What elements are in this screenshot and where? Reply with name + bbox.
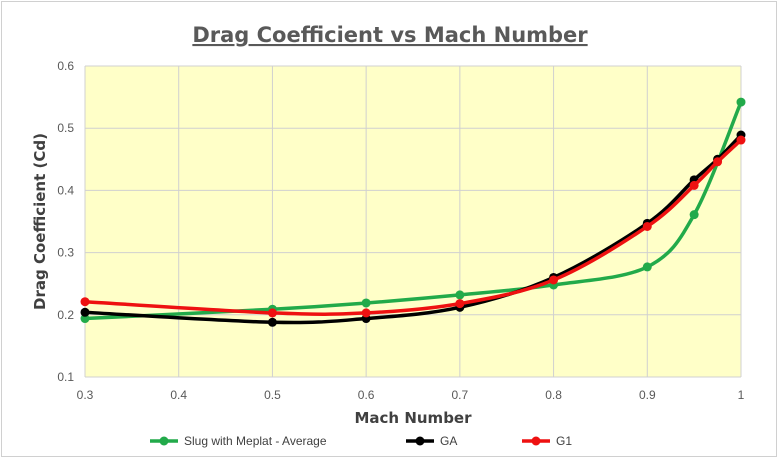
data-point-g1 xyxy=(267,308,277,318)
y-tick-label: 0.4 xyxy=(57,183,74,197)
y-tick-label: 0.6 xyxy=(57,59,74,73)
y-axis-ticks: 0.1 0.2 0.3 0.4 0.5 0.6 xyxy=(57,59,74,384)
x-tick-label: 1 xyxy=(738,388,745,402)
data-point-slug-with-meplat-average xyxy=(455,290,465,300)
data-point-slug-with-meplat-average xyxy=(689,210,699,220)
data-point-g1 xyxy=(642,221,652,231)
legend-marker-ga xyxy=(415,436,425,446)
plot-background xyxy=(85,66,741,377)
y-tick-label: 0.1 xyxy=(57,370,74,384)
data-point-g1 xyxy=(689,180,699,190)
x-tick-label: 0.3 xyxy=(77,388,94,402)
y-tick-label: 0.2 xyxy=(57,308,74,322)
data-point-ga xyxy=(267,317,277,327)
legend-label-slug-with-meplat-average: Slug with Meplat - Average xyxy=(184,434,327,448)
y-tick-label: 0.5 xyxy=(57,121,74,135)
legend-label-ga: GA xyxy=(440,434,457,448)
legend-marker-slug-with-meplat-average xyxy=(159,436,169,446)
legend-marker-g1 xyxy=(531,436,541,446)
plot-area xyxy=(80,65,746,378)
x-tick-label: 0.8 xyxy=(545,388,562,402)
x-tick-label: 0.7 xyxy=(452,388,469,402)
data-point-g1 xyxy=(361,308,371,318)
x-tick-label: 0.4 xyxy=(170,388,187,402)
legend-label-g1: G1 xyxy=(556,434,572,448)
data-point-slug-with-meplat-average xyxy=(80,314,90,324)
data-point-slug-with-meplat-average xyxy=(361,298,371,308)
legend: Slug with Meplat - Average GA G1 xyxy=(150,434,572,448)
data-point-g1 xyxy=(713,157,723,167)
data-point-g1 xyxy=(549,275,559,285)
x-axis-ticks: 0.3 0.4 0.5 0.6 0.7 0.8 0.9 1 xyxy=(77,388,745,402)
x-tick-label: 0.5 xyxy=(264,388,281,402)
data-point-ga xyxy=(80,307,90,317)
y-tick-label: 0.3 xyxy=(57,246,74,260)
chart-title: Drag Coefficient vs Mach Number xyxy=(192,23,588,47)
x-tick-label: 0.6 xyxy=(358,388,375,402)
data-point-slug-with-meplat-average xyxy=(642,262,652,272)
x-axis-title: Mach Number xyxy=(354,409,472,427)
data-point-slug-with-meplat-average xyxy=(736,97,746,107)
x-tick-label: 0.9 xyxy=(639,388,656,402)
y-axis-title: Drag Coefficient (Cd) xyxy=(31,133,49,310)
data-point-g1 xyxy=(80,297,90,307)
data-point-g1 xyxy=(736,135,746,145)
data-point-g1 xyxy=(455,299,465,309)
